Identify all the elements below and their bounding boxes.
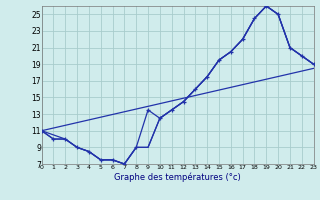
X-axis label: Graphe des températures (°c): Graphe des températures (°c)	[114, 172, 241, 182]
